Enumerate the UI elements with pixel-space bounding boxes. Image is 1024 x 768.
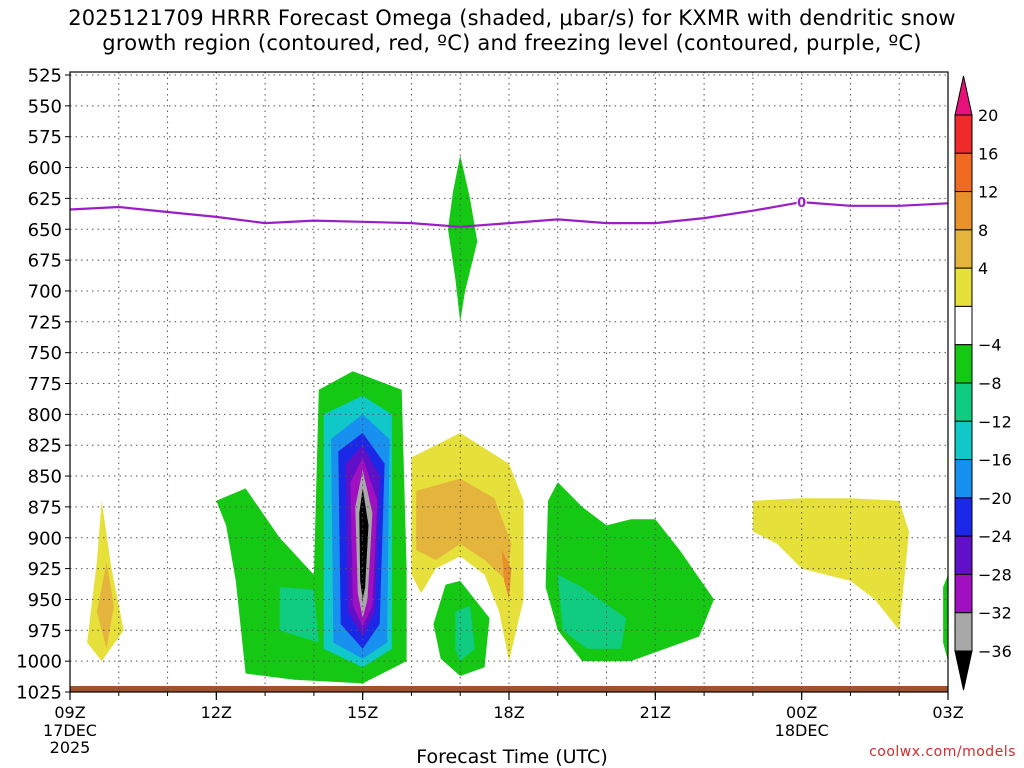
y-tick-label: 775 [28, 374, 62, 395]
y-tick-label: 900 [28, 528, 62, 549]
omega-region-10 [359, 488, 369, 600]
colorbar-label: 20 [978, 106, 998, 125]
y-tick-label: 625 [28, 189, 62, 210]
x-tick-sublabel: 18DEC [775, 721, 829, 740]
x-tick-sublabel: 2025 [50, 738, 91, 757]
colorbar-swatch [954, 535, 973, 575]
colorbar-label: 4 [978, 259, 988, 278]
colorbar: 20 16 12 8 4 −4 −8 −12 −16 −20 −24 −28 −32 −36 [954, 75, 1012, 691]
y-tick-label: 525 [28, 66, 62, 87]
colorbar-label: −36 [978, 642, 1012, 661]
y-tick-label: 1000 [16, 652, 62, 673]
y-tick-label: 750 [28, 343, 62, 364]
omega-region-16 [455, 605, 475, 662]
colorbar-swatch [954, 382, 973, 422]
colorbar-swatch [954, 114, 973, 154]
omega-region-1 [96, 562, 114, 649]
x-tick-label: 00Z [786, 703, 817, 722]
colorbar-swatch [954, 267, 973, 307]
freezing-level-contour: 0 [70, 195, 948, 228]
freezing-level-label: 0 [797, 196, 806, 211]
colorbar-label: −16 [978, 451, 1012, 470]
freezing-level-line [70, 200, 948, 228]
y-tick-label: 875 [28, 497, 62, 518]
colorbar-swatch [954, 650, 973, 691]
colorbar-label: −4 [978, 336, 1002, 355]
y-tick-label: 725 [28, 312, 62, 333]
chart-title-line1: 2025121709 HRRR Forecast Omega (shaded, … [68, 6, 956, 30]
omega-region-13 [416, 478, 512, 581]
colorbar-label: −20 [978, 489, 1012, 508]
colorbar-swatch [954, 459, 973, 499]
x-tick-label: 18Z [493, 703, 524, 722]
y-tick-label: 575 [28, 127, 62, 148]
y-tick-label: 600 [28, 158, 62, 179]
y-tick-label: 975 [28, 621, 62, 642]
colorbar-label: −28 [978, 565, 1012, 584]
colorbar-label: −24 [978, 527, 1012, 546]
freezing-level-label-bg [796, 195, 807, 209]
colorbar-label: 16 [978, 144, 998, 163]
y-tick-label: 800 [28, 405, 62, 426]
x-tick-label: 21Z [640, 703, 671, 722]
y-tick-label: 925 [28, 559, 62, 580]
colorbar-swatch [954, 573, 973, 614]
colorbar-label: −8 [978, 374, 1002, 393]
y-tick-label: 700 [28, 281, 62, 302]
y-tick-label: 675 [28, 251, 62, 272]
x-axis-title: Forecast Time (UTC) [416, 746, 608, 768]
chart-title-line2: growth region (contoured, red, ºC) and f… [102, 31, 922, 55]
omega-region-11 [448, 155, 478, 322]
colorbar-swatch [954, 152, 973, 193]
colorbar-label: −12 [978, 412, 1012, 431]
x-tick-label: 15Z [347, 703, 378, 722]
x-tick-sublabel: 17DEC [43, 721, 97, 740]
y-tick-label: 650 [28, 220, 62, 241]
colorbar-label: −32 [978, 604, 1012, 623]
omega-region-14 [501, 550, 512, 600]
x-tick-label: 03Z [932, 703, 963, 722]
y-tick-label: 1025 [16, 683, 62, 704]
chart-title: 2025121709 HRRR Forecast Omega (shaded, … [0, 6, 1024, 56]
x-tick-label: 09Z [54, 703, 85, 722]
colorbar-label: 12 [978, 183, 998, 202]
x-tick-label: 12Z [201, 703, 232, 722]
colorbar-swatch [954, 191, 973, 231]
y-axis: 525 550 575 600 625 650 675 700 725 750 775 800 825 8… [16, 66, 70, 704]
colorbar-swatch [954, 344, 973, 384]
y-tick-label: 950 [28, 590, 62, 611]
colorbar-swatch [954, 305, 973, 346]
y-tick-label: 550 [28, 96, 62, 117]
colorbar-swatch [954, 420, 973, 461]
colorbar-swatch [954, 612, 973, 652]
credit-link[interactable]: coolwx.com/models [869, 744, 1016, 760]
y-tick-label: 850 [28, 467, 62, 488]
colorbar-label: 8 [978, 221, 988, 240]
colorbar-swatch [954, 229, 973, 269]
colorbar-swatch [954, 497, 973, 537]
y-tick-label: 825 [28, 436, 62, 457]
omega-region-3 [279, 587, 319, 643]
colorbar-swatch [954, 75, 973, 116]
omega-region-20 [943, 574, 948, 662]
omega-region-19 [752, 498, 909, 631]
omega-shading-layer [87, 155, 948, 684]
